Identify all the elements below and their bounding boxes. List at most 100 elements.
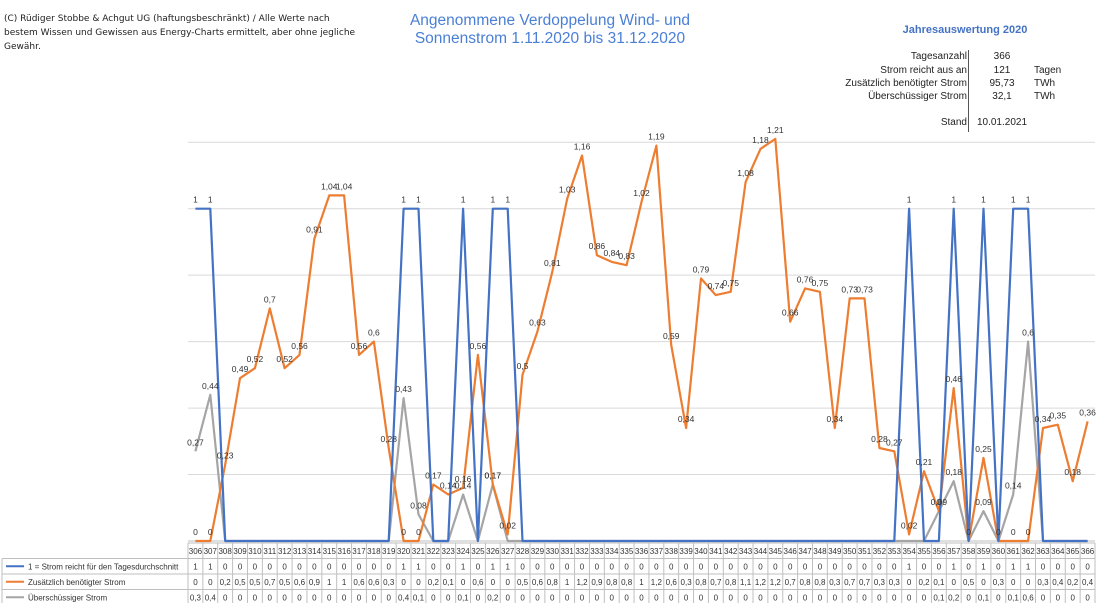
stats-unit: TWh: [1034, 78, 1056, 89]
table-cell: 0: [758, 594, 763, 603]
table-cell: 0: [1085, 594, 1090, 603]
orange-data-label: 0,27: [886, 437, 903, 447]
table-cell: 0,8: [621, 578, 633, 587]
x-tick-label: 354: [902, 547, 916, 556]
x-tick-label: 355: [917, 547, 931, 556]
table-cell: 0,4: [398, 594, 410, 603]
table-cell: 0: [595, 594, 600, 603]
table-cell: 0: [312, 594, 317, 603]
table-cell: 0,6: [353, 578, 365, 587]
table-cell: 0,7: [859, 578, 871, 587]
orange-data-label: 0: [401, 527, 406, 537]
table-cell: 0: [387, 594, 392, 603]
x-tick-label: 332: [575, 547, 589, 556]
orange-data-label: 0,79: [693, 264, 710, 274]
table-cell: 1: [565, 578, 570, 587]
x-tick-label: 352: [873, 547, 887, 556]
gray-data-label: 0,43: [395, 384, 412, 394]
x-tick-label: 326: [486, 547, 500, 556]
legend-label: 1 = Strom reicht für den Tagesdurchschni…: [28, 563, 179, 572]
series-line-0: [195, 207, 1088, 543]
gray-data-label: 0,44: [202, 381, 219, 391]
table-cell: 0: [327, 594, 332, 603]
table-cell: 0: [387, 563, 392, 572]
orange-data-label: 0,75: [812, 278, 829, 288]
table-cell: 0: [966, 594, 971, 603]
blue-data-label: 1: [193, 195, 198, 205]
table-cell: 1: [505, 563, 510, 572]
orange-data-label: 0,02: [499, 520, 516, 530]
table-cell: 1,2: [576, 578, 588, 587]
table-cell: 0: [1011, 578, 1016, 587]
table-cell: 0: [446, 563, 451, 572]
table-cell: 0: [654, 594, 659, 603]
table-cell: 0: [208, 578, 213, 587]
table-cell: 0: [1070, 594, 1075, 603]
legend-label: Zusätzlich benötigter Strom: [28, 578, 126, 587]
x-tick-label: 345: [769, 547, 783, 556]
table-cell: 0,2: [220, 578, 232, 587]
stats-value: 366: [993, 51, 1011, 62]
table-cell: 0: [595, 563, 600, 572]
x-tick-label: 327: [501, 547, 515, 556]
table-cell: 0,1: [458, 594, 470, 603]
table-cell: 0,6: [532, 578, 544, 587]
table-cell: 0,8: [547, 578, 559, 587]
orange-data-label: 0: [193, 527, 198, 537]
blue-data-label: 1: [951, 195, 956, 205]
orange-data-label: 0: [208, 527, 213, 537]
gray-data-label: 0,27: [187, 437, 204, 447]
table-cell: 0: [981, 578, 986, 587]
table-cell: 0: [253, 594, 258, 603]
orange-data-label: 0,49: [232, 364, 249, 374]
table-cell: 0: [535, 594, 540, 603]
x-tick-label: 339: [679, 547, 693, 556]
stats-title: Jahresauswertung 2020: [902, 24, 1028, 36]
table-cell: 0: [728, 594, 733, 603]
table-cell: 0: [639, 563, 644, 572]
table-cell: 0,6: [472, 578, 484, 587]
stats-unit: Tagen: [1034, 65, 1062, 76]
table-cell: 0: [1041, 594, 1046, 603]
orange-data-label: 0,83: [618, 251, 635, 261]
chart-title-line1: Angenommene Verdoppelung Wind- und: [409, 12, 691, 29]
table-cell: 1: [461, 563, 466, 572]
table-cell: 0: [565, 563, 570, 572]
orange-data-label: 0,56: [470, 341, 487, 351]
table-cell: 0: [282, 563, 287, 572]
orange-data-label: 0,73: [841, 284, 858, 294]
table-cell: 1: [401, 563, 406, 572]
table-cell: 0: [357, 594, 362, 603]
x-tick-label: 329: [531, 547, 545, 556]
table-cell: 0,3: [190, 594, 202, 603]
x-tick-label: 336: [635, 547, 649, 556]
orange-data-label: 0,17: [425, 471, 442, 481]
table-cell: 0: [862, 594, 867, 603]
blue-data-label: 1: [981, 195, 986, 205]
x-tick-label: 317: [352, 547, 366, 556]
table-cell: 0,3: [383, 578, 395, 587]
stats-value: 121: [993, 65, 1011, 76]
table-cell: 0: [431, 594, 436, 603]
stats-label: Strom reicht aus an: [880, 65, 967, 76]
table-cell: 0,6: [294, 578, 306, 587]
series-line-1: [195, 137, 1089, 543]
table-cell: 0: [907, 578, 912, 587]
table-cell: 0: [743, 563, 748, 572]
table-cell: 0,9: [591, 578, 603, 587]
orange-data-label: 1,08: [737, 168, 754, 178]
table-cell: 0: [550, 563, 555, 572]
x-tick-label: 311: [263, 547, 276, 556]
orange-data-label: 0,35: [1050, 411, 1067, 421]
orange-data-label: 0,84: [603, 248, 620, 258]
table-cell: 0: [461, 578, 466, 587]
table-cell: 0: [743, 594, 748, 603]
orange-data-label: 0,02: [901, 520, 918, 530]
orange-data-label: 0: [416, 527, 421, 537]
blue-data-label: 1: [208, 195, 213, 205]
stats-value: 32,1: [992, 91, 1012, 102]
table-cell: 0,3: [681, 578, 693, 587]
table-cell: 0: [580, 594, 585, 603]
table-cell: 0,8: [814, 578, 826, 587]
